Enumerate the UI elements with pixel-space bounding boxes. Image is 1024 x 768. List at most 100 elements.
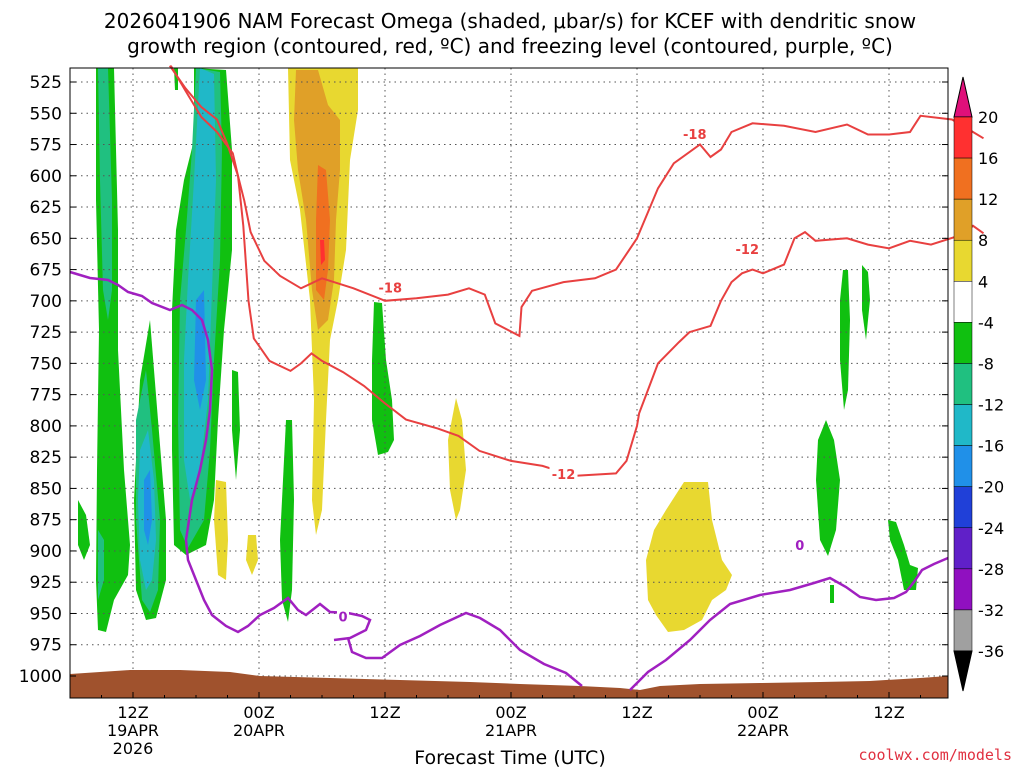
contour-label: -12 <box>736 243 760 258</box>
colorbar-segment <box>953 404 973 446</box>
x-tick-year-label: 2026 <box>113 739 154 758</box>
colorbar-label: 16 <box>978 149 998 168</box>
omega-region-green <box>888 520 918 590</box>
y-tick-label: 675 <box>30 261 62 281</box>
y-axis-pressure: 525 550 575 600 625 650 675 700 725 750 775 800 825 8… <box>19 73 948 687</box>
x-tick-date-label: 22APR <box>737 721 789 740</box>
contour-label: -18 <box>683 128 707 143</box>
colorbar-label: -16 <box>978 437 1004 456</box>
contour-label-background <box>793 538 806 553</box>
contour-label-background <box>733 241 762 256</box>
colorbar-segment <box>953 609 973 652</box>
y-tick-label: 550 <box>30 104 62 124</box>
contour-label: 0 <box>795 539 804 554</box>
y-tick-label: 825 <box>30 448 62 468</box>
contour-label-background <box>680 126 709 141</box>
contour-label-background <box>549 466 578 481</box>
terrain-surface <box>70 670 948 698</box>
chart-title-line1: 2026041906 NAM Forecast Omega (shaded, μ… <box>104 9 916 33</box>
x-axis-label: Forecast Time (UTC) <box>414 747 605 768</box>
freezing-level-contour <box>69 270 372 642</box>
x-tick-label: 12Z <box>621 703 652 722</box>
colorbar-segment <box>953 157 973 200</box>
omega-region-green <box>840 270 850 410</box>
colorbar-segment <box>953 116 973 159</box>
omega-shading <box>78 68 918 632</box>
y-tick-label: 950 <box>30 604 62 624</box>
y-tick-label: 1000 <box>19 667 62 687</box>
colorbar-segment <box>953 445 973 487</box>
x-tick-label: 12Z <box>117 703 148 722</box>
colorbar-segment <box>953 281 973 323</box>
x-tick-label: 12Z <box>873 703 904 722</box>
colorbar-segment <box>953 239 973 282</box>
omega-region-green <box>280 420 294 622</box>
colorbar-label: 20 <box>978 108 998 127</box>
contour-label-background <box>376 280 405 295</box>
x-tick-date-label: 21APR <box>485 721 537 740</box>
y-tick-label: 600 <box>30 167 62 187</box>
colorbar-label: -4 <box>978 313 994 332</box>
grid-lines <box>70 68 948 698</box>
x-tick-label: 00Z <box>495 703 526 722</box>
colorbar-segment <box>953 322 973 364</box>
colorbar-label: -12 <box>978 396 1004 415</box>
omega-colorbar: 20 16 12 8 4 -4 -8 -12 -16 -20 -24 -28 -32 -36 <box>953 76 1004 692</box>
contour-label-background <box>337 609 349 624</box>
freezing-level-contour <box>346 611 583 687</box>
omega-region-yellow <box>246 535 258 575</box>
colorbar-segment <box>953 363 973 405</box>
colorbar-bottom-arrow <box>953 650 973 692</box>
omega-region-orange <box>316 165 330 300</box>
y-tick-label: 650 <box>30 229 62 249</box>
y-tick-label: 525 <box>30 73 62 93</box>
omega-region-yellow <box>646 482 732 632</box>
colorbar-label: -24 <box>978 519 1004 538</box>
y-tick-label: 925 <box>30 573 62 593</box>
omega-region-red <box>320 240 325 265</box>
omega-region-green <box>830 585 834 603</box>
omega-region-teal <box>98 68 112 320</box>
freezing-level-contour <box>629 556 949 691</box>
x-tick-label: 00Z <box>243 703 274 722</box>
omega-region-green <box>232 370 240 480</box>
omega-region-blue <box>144 470 152 545</box>
colorbar-label: -36 <box>978 642 1004 661</box>
y-tick-label: 775 <box>30 386 62 406</box>
omega-region-green <box>78 500 90 560</box>
y-tick-label: 575 <box>30 136 62 156</box>
x-tick-date-label: 19APR <box>107 721 159 740</box>
x-tick-label: 00Z <box>747 703 778 722</box>
y-tick-label: 900 <box>30 542 62 562</box>
contour-labels: -18 -18 -12 -12 0 0 <box>337 126 806 625</box>
colorbar-segment <box>953 568 973 611</box>
colorbar-segment <box>953 527 973 570</box>
y-tick-label: 625 <box>30 198 62 218</box>
y-tick-label: 850 <box>30 479 62 499</box>
isotherm-minus18-contour <box>169 65 985 338</box>
colorbar-label: -8 <box>978 354 994 373</box>
chart-title-line2: growth region (contoured, red, ºC) and f… <box>127 34 893 58</box>
omega-region-teal <box>98 530 104 600</box>
colorbar-label: -32 <box>978 601 1004 620</box>
terrain-fill <box>70 670 948 698</box>
y-tick-label: 700 <box>30 292 62 312</box>
colorbar-label: 8 <box>978 231 988 250</box>
y-tick-label: 800 <box>30 417 62 437</box>
contour-label: 0 <box>338 610 347 625</box>
x-tick-label: 12Z <box>369 703 400 722</box>
omega-region-yellow <box>214 480 228 580</box>
omega-region-yellow <box>448 398 466 520</box>
colorbar-label: -28 <box>978 560 1004 579</box>
x-tick-date-label: 20APR <box>233 721 285 740</box>
plot-frame <box>69 67 949 699</box>
omega-region-green <box>862 265 870 340</box>
isotherm-contours <box>69 65 985 691</box>
y-tick-label: 725 <box>30 323 62 343</box>
omega-region-green <box>816 420 840 556</box>
contour-label: -12 <box>552 468 576 483</box>
colorbar-top-arrow <box>953 76 973 118</box>
colorbar-label: 12 <box>978 190 998 209</box>
omega-region-green <box>372 302 394 455</box>
